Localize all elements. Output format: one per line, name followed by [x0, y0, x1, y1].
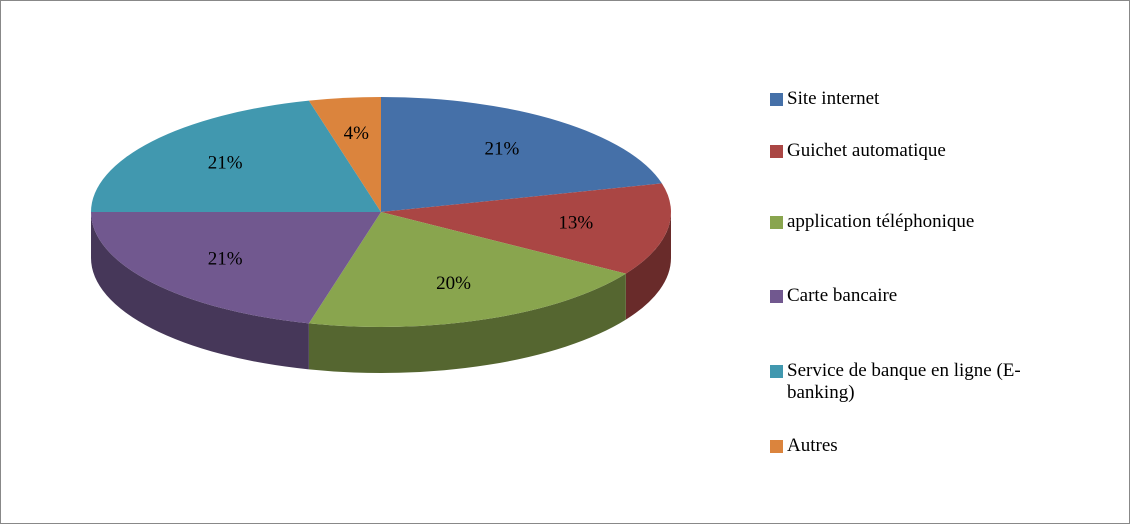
legend-swatch: [770, 290, 783, 303]
legend-item: Carte bancaire: [770, 285, 1100, 307]
legend-label: Service de banque en ligne (E-banking): [787, 360, 1021, 403]
slice: [381, 183, 671, 274]
slice-side: [625, 212, 671, 320]
legend-label: Guichet automatique: [787, 140, 946, 161]
legend-label: Carte bancaire: [787, 285, 898, 306]
data-label: 20%: [436, 273, 471, 294]
slice: [91, 100, 381, 212]
legend-item: Site internet: [770, 88, 1100, 110]
slice-side: [308, 273, 626, 373]
legend-label: Site internet: [787, 88, 880, 109]
legend-item: Service de banque en ligne (E-banking): [770, 360, 1100, 404]
legend-swatch: [770, 145, 783, 158]
legend-item: application téléphonique: [770, 211, 1100, 233]
data-label: 4%: [344, 123, 370, 144]
legend-swatch: [770, 93, 783, 106]
data-label: 21%: [208, 248, 243, 269]
slice-side: [90, 212, 309, 370]
legend-item: Autres: [770, 435, 1100, 457]
slice: [308, 97, 381, 212]
slice: [308, 212, 626, 327]
legend-swatch: [770, 216, 783, 229]
slice: [90, 212, 381, 324]
legend-label: Autres: [787, 435, 838, 456]
legend-swatch: [770, 440, 783, 453]
data-label: 21%: [484, 139, 519, 160]
legend-item: Guichet automatique: [770, 140, 1100, 162]
data-label: 13%: [558, 213, 593, 234]
legend-label: application téléphonique: [787, 211, 975, 232]
data-label: 21%: [208, 152, 243, 173]
legend-swatch: [770, 365, 783, 378]
slice: [381, 97, 662, 212]
